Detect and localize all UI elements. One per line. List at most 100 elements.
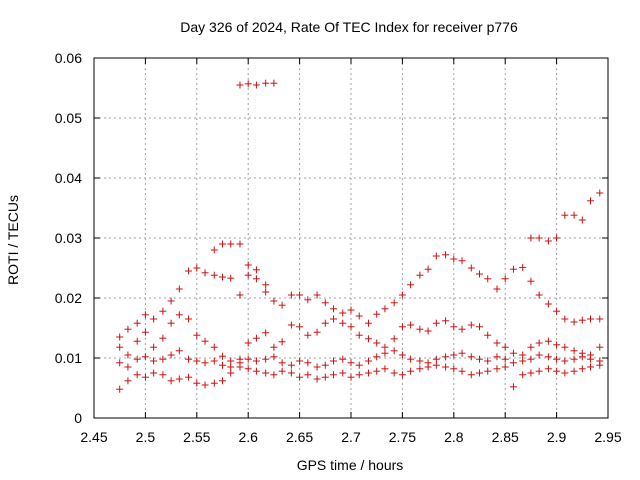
data-point	[501, 343, 509, 351]
data-point	[519, 371, 527, 379]
data-point	[458, 349, 466, 357]
data-point	[339, 355, 347, 363]
data-point	[484, 357, 492, 365]
y-tick-label: 0.03	[55, 230, 82, 246]
data-point	[278, 338, 286, 346]
data-point	[270, 79, 278, 87]
data-point	[270, 353, 278, 361]
data-point	[150, 369, 158, 377]
data-point	[262, 329, 270, 337]
data-point	[236, 291, 244, 299]
data-point	[364, 357, 372, 365]
data-point	[219, 361, 226, 369]
data-point	[519, 351, 527, 359]
data-point	[596, 315, 604, 323]
data-point	[432, 361, 440, 369]
data-point	[373, 367, 381, 375]
x-tick-label: 2.8	[444, 429, 464, 445]
y-tick-label: 0.01	[55, 350, 82, 366]
data-point	[476, 355, 483, 363]
y-axis-label: ROTI / TECUs	[5, 195, 21, 285]
data-point	[252, 81, 260, 89]
data-point	[304, 331, 312, 339]
data-point	[561, 357, 569, 365]
data-point	[116, 359, 124, 367]
data-point	[398, 371, 406, 379]
data-point	[578, 316, 586, 324]
data-point	[390, 299, 398, 307]
data-point	[133, 337, 141, 345]
data-point	[570, 355, 578, 363]
data-point	[484, 367, 492, 375]
data-point	[124, 325, 132, 333]
data-point	[364, 335, 372, 343]
data-point	[570, 211, 578, 219]
data-point	[364, 319, 372, 327]
data-point	[236, 240, 244, 248]
data-point	[390, 335, 398, 343]
data-point	[201, 269, 209, 277]
data-point	[424, 265, 432, 273]
data-point	[467, 371, 475, 379]
data-point	[141, 328, 149, 336]
x-tick-label: 2.65	[286, 429, 313, 445]
data-point	[570, 367, 578, 375]
data-point	[347, 306, 355, 314]
data-point	[124, 377, 132, 385]
data-point	[296, 291, 304, 299]
data-point	[373, 310, 381, 318]
data-point	[210, 246, 218, 254]
x-tick-label: 2.45	[80, 429, 107, 445]
data-point	[287, 369, 295, 377]
data-point	[185, 315, 193, 323]
data-point	[527, 343, 535, 351]
data-point	[407, 281, 415, 289]
data-point	[330, 357, 338, 365]
data-point	[458, 367, 466, 375]
data-point	[535, 234, 543, 242]
data-point	[159, 355, 167, 363]
data-point	[339, 319, 347, 327]
data-point	[364, 369, 372, 377]
data-point	[124, 363, 132, 371]
data-point	[227, 240, 235, 248]
data-point	[587, 363, 595, 371]
data-point	[159, 334, 167, 342]
data-point	[390, 369, 398, 377]
data-point	[116, 385, 124, 393]
data-point	[587, 355, 595, 363]
data-point	[304, 359, 312, 367]
data-point	[553, 307, 561, 315]
data-point	[527, 234, 535, 242]
data-point	[201, 337, 209, 345]
data-point	[210, 271, 218, 279]
data-point	[467, 321, 475, 329]
data-point	[442, 317, 450, 325]
data-point	[141, 311, 149, 319]
data-point	[262, 79, 270, 87]
data-point	[278, 367, 286, 375]
data-point	[270, 371, 278, 379]
data-point	[450, 323, 458, 331]
data-point	[587, 197, 595, 205]
data-point	[355, 312, 363, 320]
data-point	[133, 319, 141, 327]
data-point	[416, 365, 424, 373]
data-point	[227, 363, 235, 371]
data-point	[244, 80, 252, 88]
data-point	[596, 361, 604, 369]
data-point	[535, 351, 543, 359]
data-point	[458, 325, 466, 333]
x-tick-label: 2.55	[183, 429, 210, 445]
data-point	[141, 353, 149, 361]
data-point	[175, 311, 183, 319]
data-point	[287, 291, 295, 299]
data-point	[313, 291, 321, 299]
data-point	[330, 315, 338, 323]
data-point	[159, 307, 167, 315]
data-point	[458, 257, 466, 265]
data-point	[519, 357, 527, 365]
data-point	[219, 240, 226, 248]
data-point	[193, 379, 201, 387]
data-point	[501, 275, 509, 283]
